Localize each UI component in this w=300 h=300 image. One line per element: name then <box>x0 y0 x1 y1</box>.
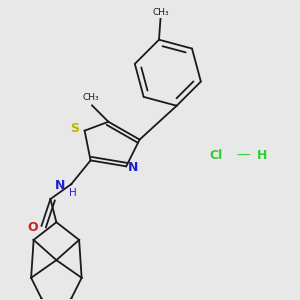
Text: O: O <box>27 221 38 234</box>
Text: H: H <box>69 188 76 197</box>
Text: Cl: Cl <box>209 149 223 162</box>
Text: —: — <box>236 149 250 163</box>
Text: N: N <box>128 161 138 174</box>
Text: H: H <box>257 149 267 162</box>
Text: CH₃: CH₃ <box>82 93 99 102</box>
Text: N: N <box>55 179 65 192</box>
Text: CH₃: CH₃ <box>152 8 169 16</box>
Text: S: S <box>70 122 80 135</box>
